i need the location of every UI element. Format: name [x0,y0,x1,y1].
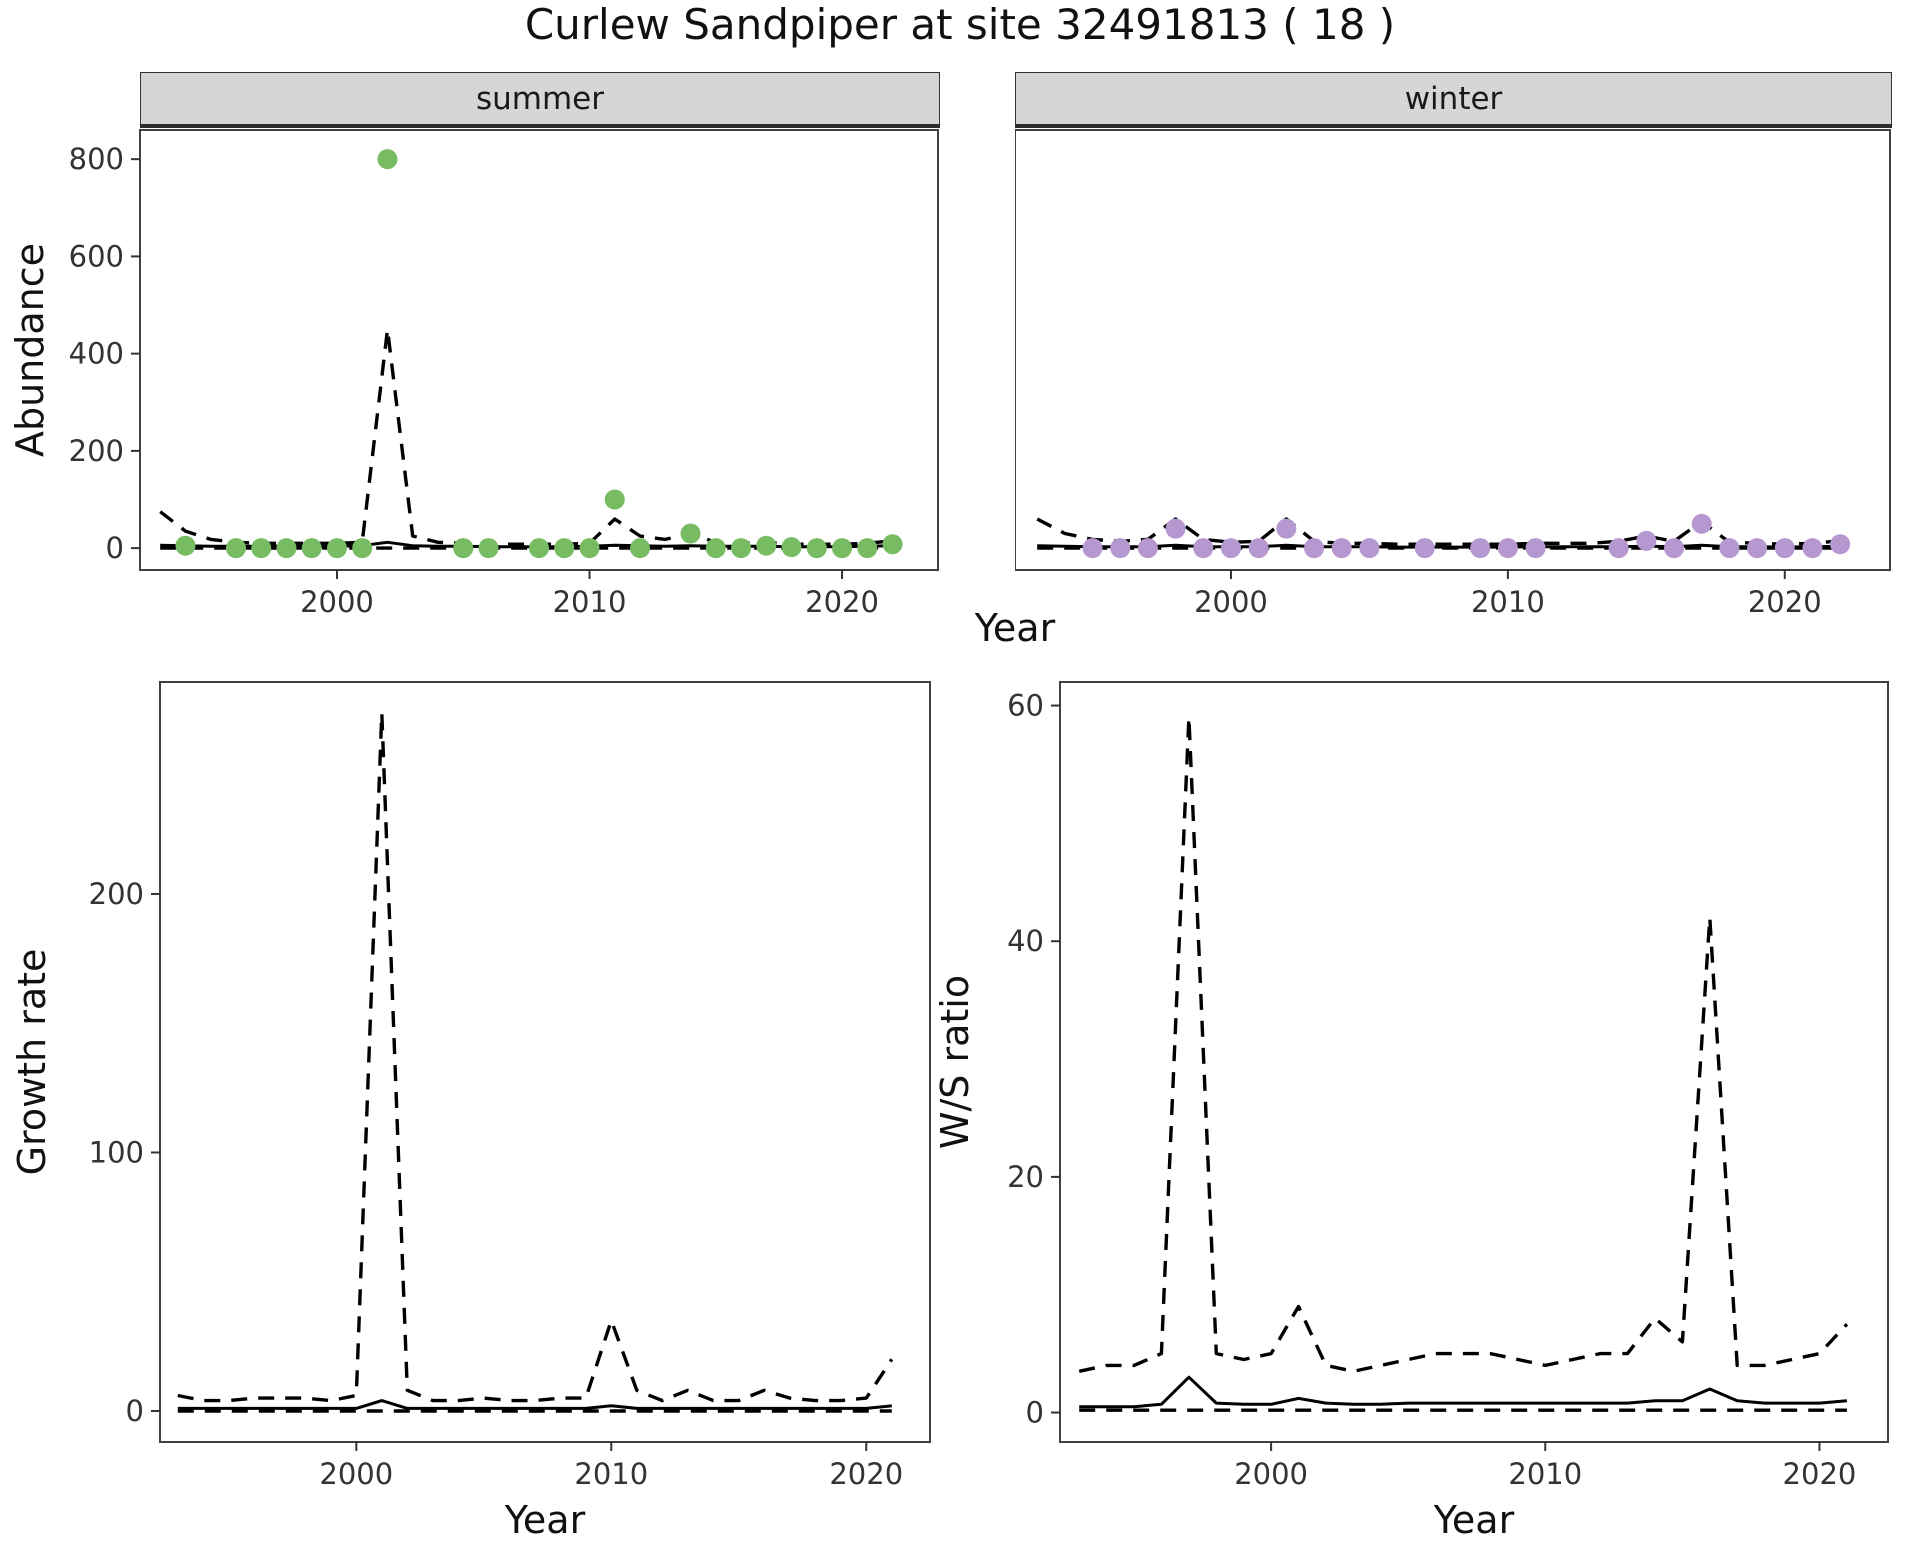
svg-text:60: 60 [1007,689,1044,723]
growth-rate-axis-title: Growth rate [10,948,54,1176]
svg-text:100: 100 [89,1135,144,1169]
svg-text:600: 600 [69,239,124,273]
svg-text:200: 200 [69,434,124,468]
svg-text:40: 40 [1007,924,1044,958]
abundance-winter-chart: 2000 2010 2020 [1015,129,1891,619]
abundance-summer-chart: 2000 2010 2020 0 200 400 600 800 [69,129,939,619]
svg-text:2020: 2020 [1748,585,1822,619]
ws-ratio-axis-title: W/S ratio [933,974,977,1150]
svg-text:0: 0 [126,1394,144,1428]
facet-strip-summer: summer [140,72,940,128]
svg-text:2000: 2000 [1234,1457,1308,1491]
growth-rate-chart: 2000 2010 2020 0 100 200 [89,681,931,1491]
svg-text:2010: 2010 [1471,585,1545,619]
facet-strip-summer-label: summer [475,80,604,117]
svg-text:400: 400 [69,337,124,371]
svg-text:2020: 2020 [829,1457,903,1491]
year-axis-title-top: Year [974,606,1056,650]
year-axis-title-growth: Year [504,1498,586,1542]
page-title: Curlew Sandpiper at site 32491813 ( 18 ) [524,0,1396,49]
facet-strip-winter: winter [1015,72,1892,128]
svg-text:800: 800 [69,142,124,176]
year-axis-title-ws: Year [1433,1498,1515,1542]
svg-text:2000: 2000 [1194,585,1268,619]
svg-text:2010: 2010 [1508,1457,1582,1491]
svg-text:200: 200 [89,877,144,911]
svg-text:2020: 2020 [805,585,879,619]
svg-text:2020: 2020 [1783,1457,1857,1491]
svg-text:20: 20 [1007,1160,1044,1194]
abundance-axis-title: Abundance [8,242,52,458]
svg-text:2010: 2010 [574,1457,648,1491]
svg-text:2010: 2010 [553,585,627,619]
ws-ratio-chart: 2000 2010 2020 0 20 40 60 [1007,681,1889,1491]
svg-text:2000: 2000 [319,1457,393,1491]
svg-text:0: 0 [106,531,124,565]
svg-text:2000: 2000 [300,585,374,619]
facet-strip-winter-label: winter [1404,80,1503,117]
svg-text:0: 0 [1026,1396,1044,1430]
